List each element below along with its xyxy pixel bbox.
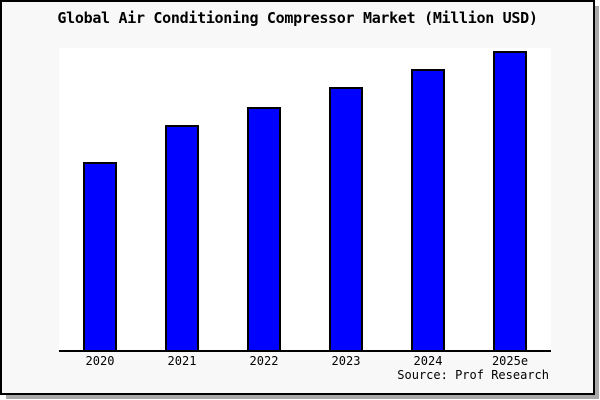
source-note: Source: Prof Research <box>397 368 549 382</box>
bar-2021 <box>165 125 199 350</box>
bar-slot-2023 <box>305 48 387 350</box>
bar-slot-2020 <box>59 48 141 350</box>
bar-slot-2021 <box>141 48 223 350</box>
bar-slot-2024 <box>387 48 469 350</box>
bar-2024 <box>411 69 445 350</box>
x-tick-label-2025e: 2025e <box>491 354 529 368</box>
bar-2025e <box>493 51 527 350</box>
x-tick-label-2023: 2023 <box>331 354 361 368</box>
x-axis-labels: 2020 2021 2022 2023 2024 2025e <box>59 354 551 368</box>
x-tick-label-2024: 2024 <box>413 354 443 368</box>
x-tick-label-2021: 2021 <box>167 354 197 368</box>
chart-title: Global Air Conditioning Compressor Marke… <box>57 9 538 27</box>
plot-area <box>59 48 551 352</box>
bar-slot-2022 <box>223 48 305 350</box>
bar-2022 <box>247 107 281 350</box>
bar-2023 <box>329 87 363 350</box>
x-tick-label-2020: 2020 <box>85 354 115 368</box>
bar-2020 <box>83 162 117 350</box>
x-tick-label-2022: 2022 <box>249 354 279 368</box>
chart-card: Global Air Conditioning Compressor Marke… <box>0 0 595 395</box>
bar-slot-2025e <box>469 48 551 350</box>
